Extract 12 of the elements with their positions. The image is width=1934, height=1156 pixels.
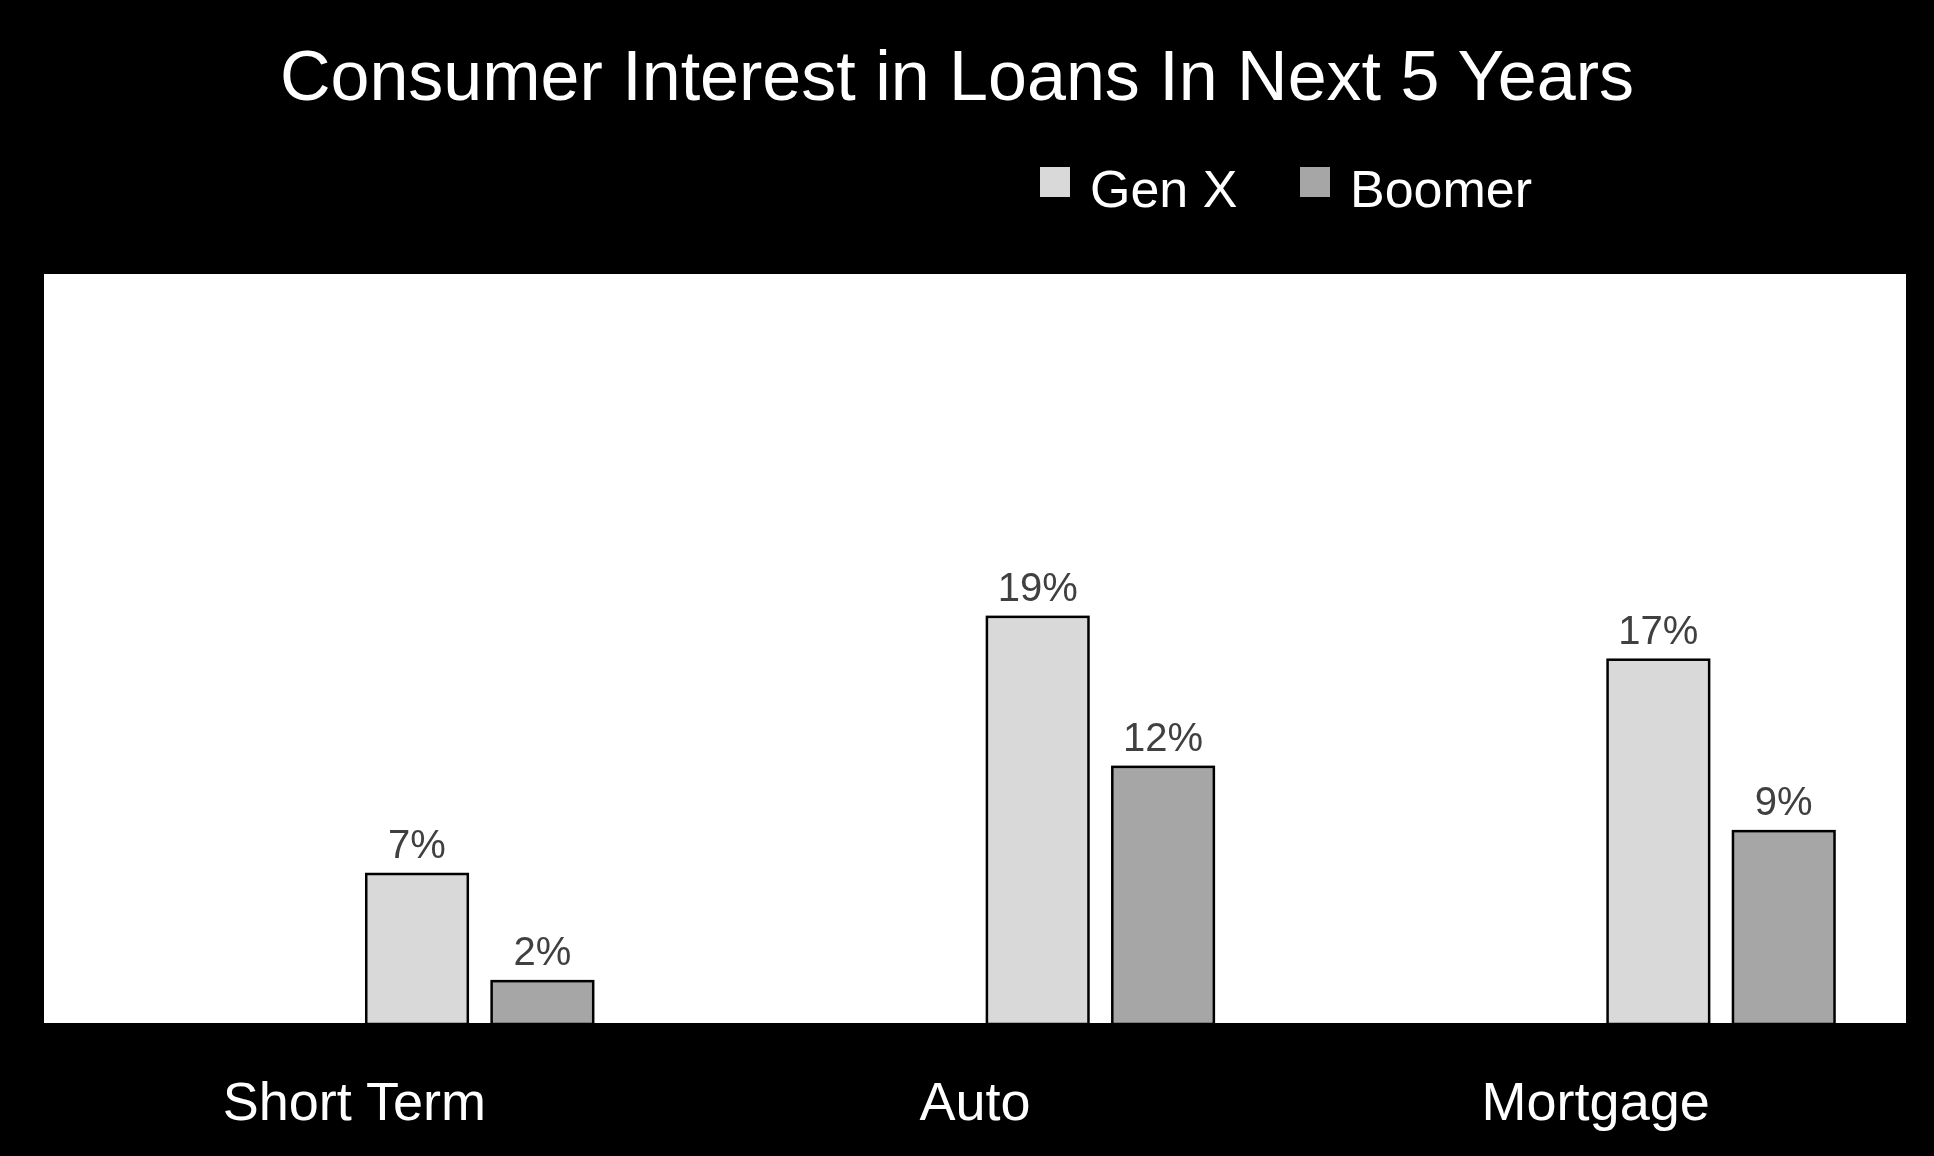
chart-title: Consumer Interest in Loans In Next 5 Years (279, 37, 1635, 115)
data-label: 17% (1618, 607, 1699, 652)
data-label: 12% (1123, 714, 1204, 759)
data-label: 7% (388, 822, 446, 866)
data-label: 19% (997, 564, 1078, 609)
legend-label: Gen X (1090, 160, 1238, 218)
x-tick-label: Auto (919, 1071, 1031, 1131)
data-label: 2% (513, 929, 572, 974)
x-tick-label: Short Term (222, 1071, 486, 1131)
data-label: 9% (1754, 779, 1813, 824)
x-tick-label: Mortgage (1481, 1071, 1710, 1131)
legend-label: Boomer (1350, 160, 1533, 218)
